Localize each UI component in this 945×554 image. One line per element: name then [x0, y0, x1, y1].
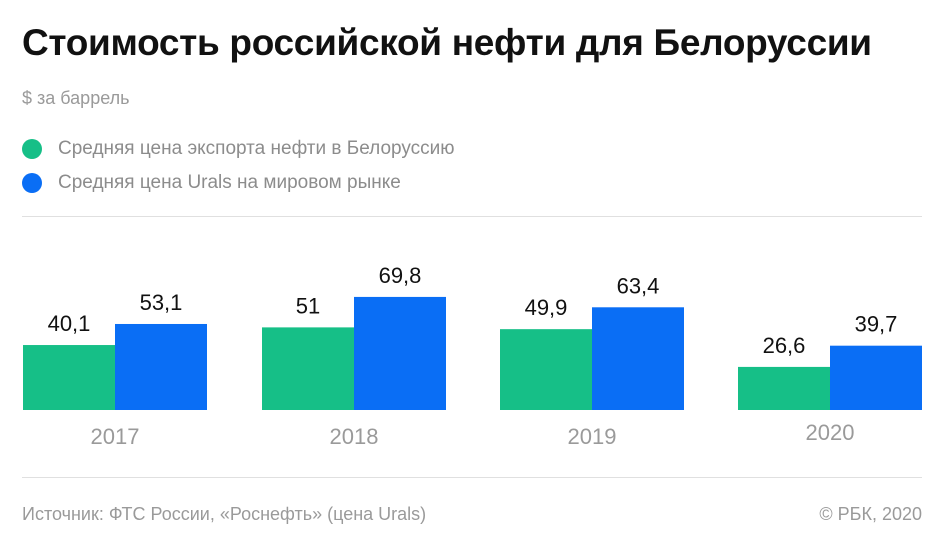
value-label-urals-2018: 69,8	[379, 263, 422, 288]
value-label-export-2019: 49,9	[525, 295, 568, 320]
bar-export-2017	[23, 345, 115, 410]
bar-urals-2017	[115, 323, 207, 410]
value-label-urals-2020: 39,7	[855, 312, 898, 337]
category-label-2019: 2019	[568, 424, 617, 449]
category-label-2018: 2018	[330, 424, 379, 449]
category-label-2020: 2020	[806, 420, 855, 445]
bar-urals-2019	[592, 307, 684, 410]
bar-export-2020	[738, 366, 830, 410]
value-label-urals-2019: 63,4	[617, 273, 660, 298]
unit-label: $ за баррель	[22, 88, 130, 108]
legend-dot-export	[22, 139, 42, 159]
legend-item-export: Средняя цена экспорта нефти в Белоруссию	[22, 132, 455, 166]
chart-title: Стоимость российской нефти для Белорусси…	[22, 22, 872, 63]
legend: Средняя цена экспорта нефти в Белоруссию…	[22, 132, 455, 200]
category-label-2017: 2017	[91, 424, 140, 449]
bottom-divider	[22, 477, 922, 478]
value-label-export-2017: 40,1	[48, 311, 91, 336]
bar-export-2018	[262, 327, 354, 410]
legend-label-export: Средняя цена экспорта нефти в Белоруссию	[58, 138, 455, 159]
value-label-export-2018: 51	[296, 293, 320, 318]
legend-dot-urals	[22, 173, 42, 193]
top-divider	[22, 216, 922, 217]
copyright: © РБК, 2020	[819, 504, 922, 524]
bar-urals-2020	[830, 345, 922, 410]
source-note: Источник: ФТС России, «Роснефть» (цена U…	[22, 504, 427, 524]
bar-export-2019	[500, 329, 592, 410]
bar-chart: 40,1 53,1 2017 51 69,8 2018 49,9 63,4 2019 26,6 39…	[23, 263, 922, 449]
value-label-export-2020: 26,6	[763, 333, 806, 358]
legend-item-urals: Средняя цена Urals на мировом рынке	[22, 166, 455, 200]
value-label-urals-2017: 53,1	[140, 290, 183, 315]
legend-label-urals: Средняя цена Urals на мировом рынке	[58, 172, 401, 193]
bar-urals-2018	[354, 296, 446, 410]
